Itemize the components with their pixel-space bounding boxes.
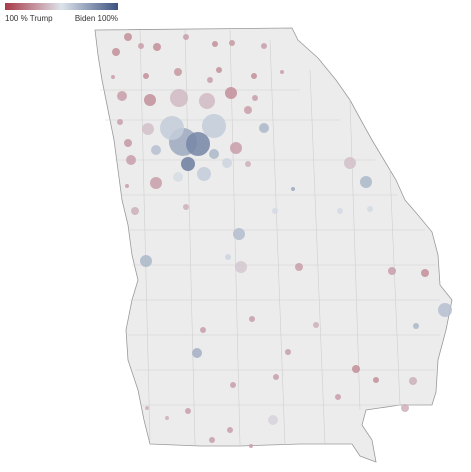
county-bubble[interactable] bbox=[199, 93, 215, 109]
county-bubble[interactable] bbox=[202, 114, 226, 138]
county-bubble[interactable] bbox=[252, 95, 258, 101]
county-bubble[interactable] bbox=[413, 323, 419, 329]
county-bubble[interactable] bbox=[111, 75, 115, 79]
county-bubble[interactable] bbox=[124, 33, 132, 41]
county-bubble[interactable] bbox=[373, 377, 379, 383]
county-bubble[interactable] bbox=[181, 157, 195, 171]
county-bubble[interactable] bbox=[117, 119, 123, 125]
county-bubble[interactable] bbox=[295, 263, 303, 271]
county-bubble[interactable] bbox=[401, 404, 409, 412]
county-bubble[interactable] bbox=[233, 228, 245, 240]
county-bubble[interactable] bbox=[438, 303, 452, 317]
county-bubble[interactable] bbox=[142, 123, 154, 135]
county-bubble[interactable] bbox=[421, 269, 429, 277]
county-bubble[interactable] bbox=[212, 41, 218, 47]
county-bubble[interactable] bbox=[145, 406, 149, 410]
county-bubble[interactable] bbox=[173, 172, 183, 182]
bubble-layer bbox=[111, 33, 452, 448]
county-bubble[interactable] bbox=[344, 157, 356, 169]
county-bubble[interactable] bbox=[117, 91, 127, 101]
county-bubble[interactable] bbox=[125, 184, 129, 188]
legend-gradient bbox=[5, 3, 118, 10]
county-bubble[interactable] bbox=[174, 68, 182, 76]
county-bubble[interactable] bbox=[143, 73, 149, 79]
county-bubble[interactable] bbox=[280, 70, 284, 74]
county-bubble[interactable] bbox=[268, 415, 278, 425]
county-bubble[interactable] bbox=[249, 316, 255, 322]
county-bubble[interactable] bbox=[227, 427, 233, 433]
county-bubble[interactable] bbox=[112, 48, 120, 56]
county-bubble[interactable] bbox=[209, 149, 219, 159]
legend-left-label: 100 % Trump bbox=[5, 14, 53, 23]
county-bubble[interactable] bbox=[251, 73, 257, 79]
county-bubble[interactable] bbox=[150, 177, 162, 189]
county-bubble[interactable] bbox=[225, 254, 231, 260]
county-bubble[interactable] bbox=[244, 106, 252, 114]
county-bubble[interactable] bbox=[313, 322, 319, 328]
county-bubble[interactable] bbox=[367, 206, 373, 212]
county-bubble[interactable] bbox=[352, 365, 360, 373]
county-bubble[interactable] bbox=[197, 167, 211, 181]
county-bubble[interactable] bbox=[261, 43, 267, 49]
county-bubble[interactable] bbox=[170, 89, 188, 107]
county-bubble[interactable] bbox=[337, 208, 343, 214]
county-bubble[interactable] bbox=[138, 43, 144, 49]
county-bubble[interactable] bbox=[153, 43, 161, 51]
county-bubble[interactable] bbox=[165, 416, 169, 420]
county-bubble[interactable] bbox=[183, 204, 189, 210]
county-bubble[interactable] bbox=[285, 349, 291, 355]
county-bubble[interactable] bbox=[335, 394, 341, 400]
county-bubble[interactable] bbox=[230, 382, 236, 388]
county-bubble[interactable] bbox=[388, 267, 396, 275]
state-outline bbox=[94, 27, 453, 463]
county-bubble[interactable] bbox=[272, 208, 278, 214]
county-bubble[interactable] bbox=[209, 437, 215, 443]
county-bubble[interactable] bbox=[126, 155, 136, 165]
county-bubble[interactable] bbox=[230, 142, 242, 154]
county-bubble[interactable] bbox=[235, 261, 247, 273]
county-bubble[interactable] bbox=[291, 187, 295, 191]
county-bubble[interactable] bbox=[183, 34, 189, 40]
county-bubble[interactable] bbox=[229, 40, 235, 46]
county-bubble[interactable] bbox=[192, 348, 202, 358]
county-bubble[interactable] bbox=[409, 377, 417, 385]
county-bubble[interactable] bbox=[200, 327, 206, 333]
county-bubble[interactable] bbox=[151, 145, 161, 155]
county-bubble[interactable] bbox=[249, 444, 253, 448]
county-bubble[interactable] bbox=[225, 87, 237, 99]
county-bubble[interactable] bbox=[222, 158, 232, 168]
county-bubble[interactable] bbox=[259, 123, 269, 133]
county-bubble[interactable] bbox=[245, 161, 251, 167]
county-bubble[interactable] bbox=[216, 67, 222, 73]
county-bubble[interactable] bbox=[185, 408, 191, 414]
county-bubble[interactable] bbox=[273, 374, 279, 380]
legend-right-label: Biden 100% bbox=[75, 14, 118, 23]
county-bubble[interactable] bbox=[207, 77, 213, 83]
county-bubble[interactable] bbox=[144, 94, 156, 106]
county-bubble[interactable] bbox=[186, 132, 210, 156]
county-bubble[interactable] bbox=[124, 139, 132, 147]
county-bubble[interactable] bbox=[140, 255, 152, 267]
county-bubble[interactable] bbox=[131, 207, 139, 215]
county-bubble[interactable] bbox=[160, 116, 184, 140]
county-bubble[interactable] bbox=[360, 176, 372, 188]
